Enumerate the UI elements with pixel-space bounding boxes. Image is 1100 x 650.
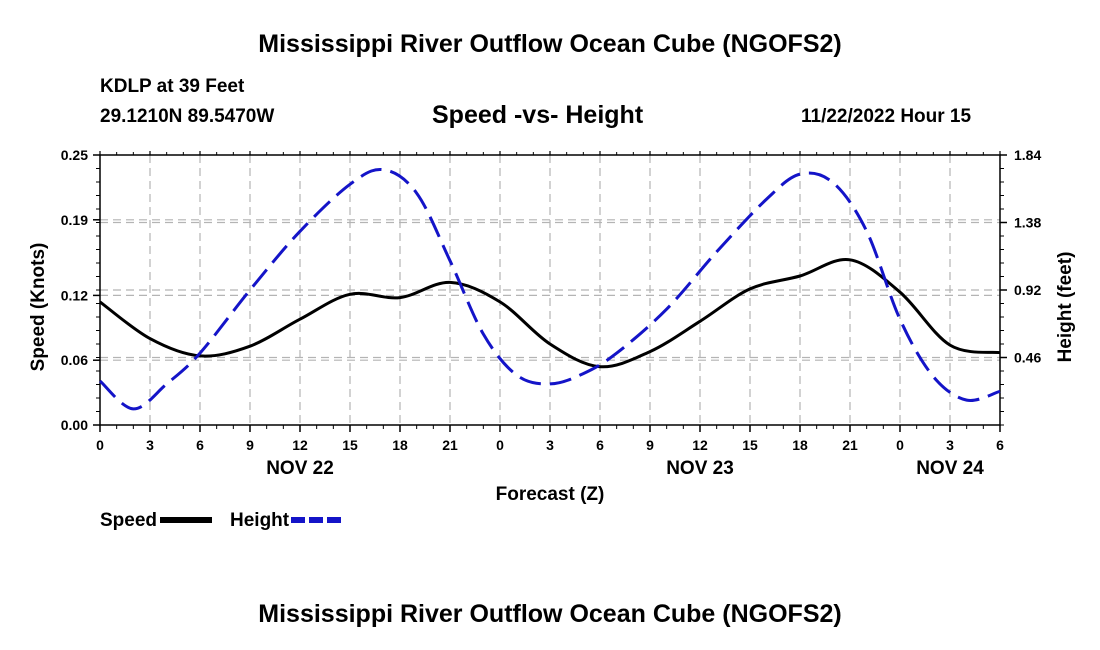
series-lines bbox=[98, 167, 1001, 411]
date-label: NOV 24 bbox=[916, 458, 984, 479]
plot-title: Speed -vs- Height bbox=[432, 101, 644, 129]
speed-series-line bbox=[99, 258, 1001, 369]
x-tick-label: 21 bbox=[442, 437, 458, 453]
page-title-repeat: Mississippi River Outflow Ocean Cube (NG… bbox=[258, 600, 842, 628]
y-tick-label: 0.12 bbox=[61, 287, 88, 303]
x-tick-label: 12 bbox=[292, 437, 308, 453]
x-tick-label: 18 bbox=[392, 437, 408, 453]
x-tick-label: 6 bbox=[196, 437, 204, 453]
x-tick-label: 15 bbox=[342, 437, 358, 453]
y2-tick-label: 0.46 bbox=[1014, 350, 1041, 366]
x-tick-label: 21 bbox=[842, 437, 858, 453]
y2-tick-label: 1.38 bbox=[1014, 215, 1041, 231]
y-axis-title: Speed (Knots) bbox=[28, 243, 49, 372]
y2-tick-label: 0.92 bbox=[1014, 282, 1041, 298]
x-tick-label: 9 bbox=[246, 437, 254, 453]
y-tick-label: 0.25 bbox=[61, 147, 88, 163]
x-tick-label: 9 bbox=[646, 437, 654, 453]
grid-lines bbox=[100, 155, 1000, 425]
y2-tick-label: 1.84 bbox=[1014, 147, 1041, 163]
x-tick-label: 3 bbox=[546, 437, 554, 453]
date-label: NOV 22 bbox=[266, 458, 334, 479]
legend-label-speed: Speed bbox=[100, 510, 157, 531]
x-tick-label: 0 bbox=[496, 437, 504, 453]
y2-axis-title: Height (feet) bbox=[1055, 252, 1076, 363]
x-tick-label: 6 bbox=[996, 437, 1004, 453]
x-tick-label: 0 bbox=[896, 437, 904, 453]
forecast-datetime: 11/22/2022 Hour 15 bbox=[801, 106, 972, 127]
legend: Speed Height bbox=[100, 510, 343, 531]
legend-label-height: Height bbox=[230, 510, 290, 531]
axis-ticks: 0 3 6 9 12 15 18 21 0 3 6 9 12 15 18 21 0 3 6 NOV 22 NOV 23 N… bbox=[61, 147, 1042, 479]
y-tick-label: 0.06 bbox=[61, 352, 88, 368]
date-label: NOV 23 bbox=[666, 458, 734, 479]
x-tick-label: 18 bbox=[792, 437, 808, 453]
x-tick-label: 15 bbox=[742, 437, 758, 453]
station-coords: 29.1210N 89.5470W bbox=[100, 106, 275, 127]
y-tick-label: 0.00 bbox=[61, 417, 88, 433]
x-tick-label: 6 bbox=[596, 437, 604, 453]
height-series-line bbox=[98, 167, 1001, 411]
x-tick-label: 3 bbox=[146, 437, 154, 453]
y-tick-label: 0.19 bbox=[61, 212, 88, 228]
x-tick-label: 12 bbox=[692, 437, 708, 453]
x-tick-label: 3 bbox=[946, 437, 954, 453]
page-title: Mississippi River Outflow Ocean Cube (NG… bbox=[258, 30, 842, 58]
x-axis-title: Forecast (Z) bbox=[496, 484, 605, 505]
x-tick-label: 0 bbox=[96, 437, 104, 453]
station-label: KDLP at 39 Feet bbox=[100, 76, 245, 97]
